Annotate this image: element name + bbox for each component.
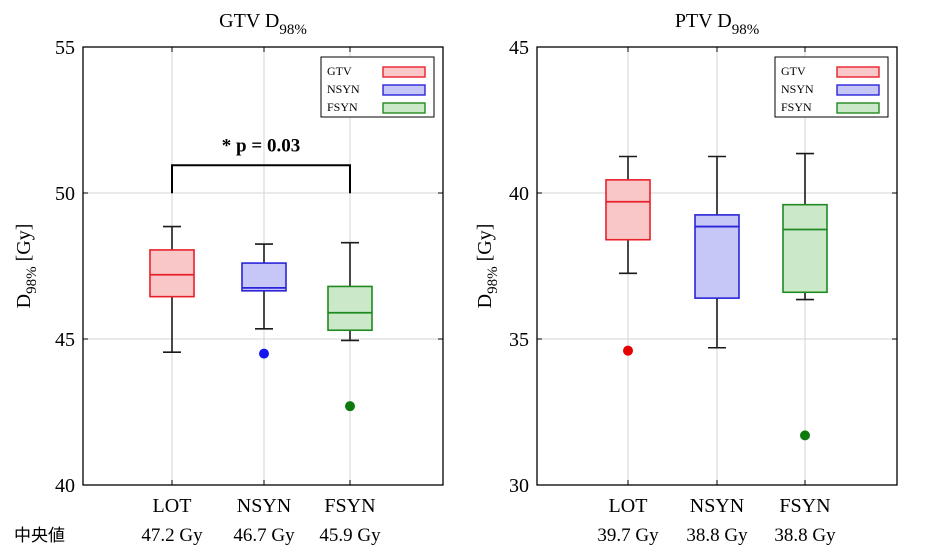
- legend-label: NSYN: [327, 82, 360, 96]
- legend-swatch: [836, 102, 880, 114]
- significance-bracket: [171, 164, 351, 194]
- y-tick-label: 55: [55, 37, 75, 59]
- legend-swatch: [382, 84, 426, 96]
- box-fsyn: [327, 285, 373, 332]
- box-fsyn: [782, 203, 828, 294]
- outlier-point: [623, 345, 633, 356]
- outlier-point: [345, 401, 355, 412]
- legend-label: GTV: [327, 64, 352, 78]
- legend-swatch: [836, 66, 880, 78]
- chart-panel-1: 30 35 40 45 LOT NSYN FSYN PTV D98% D98% [Gy] GTV N…: [474, 10, 898, 546]
- y-tick-label: 45: [55, 329, 75, 351]
- chart-panel-0: 40 45 50 55 LOT NSYN FSYN GTV D98% D98% [Gy] GTV N…: [13, 10, 444, 546]
- median-value-label: 45.9 Gy: [319, 525, 381, 546]
- y-tick-label: 30: [509, 475, 529, 497]
- legend-label: GTV: [781, 64, 806, 78]
- outlier-point: [800, 430, 810, 441]
- median-row-label: 中央値: [14, 526, 65, 546]
- box-lot: [149, 249, 195, 298]
- legend-label: FSYN: [781, 100, 812, 114]
- legend-swatch: [836, 84, 880, 96]
- median-value-label: 39.7 Gy: [597, 525, 659, 546]
- outlier-point: [259, 348, 269, 359]
- axes-frame: [82, 46, 444, 486]
- y-axis-label: D98% [Gy]: [13, 224, 40, 309]
- median-value-label: 46.7 Gy: [233, 525, 295, 546]
- legend-swatch: [382, 66, 426, 78]
- box-nsyn: [694, 214, 740, 299]
- median-value-label: 38.8 Gy: [686, 525, 748, 546]
- legend-swatch: [382, 102, 426, 114]
- x-tick-label: NSYN: [237, 495, 291, 517]
- median-value-label: 38.8 Gy: [774, 525, 836, 546]
- y-tick-label: 45: [509, 37, 529, 59]
- y-axis-label: D98% [Gy]: [474, 224, 501, 309]
- legend-label: FSYN: [327, 100, 358, 114]
- y-tick-label: 40: [55, 475, 75, 497]
- y-tick-label: 50: [55, 183, 75, 205]
- x-tick-label: FSYN: [779, 495, 830, 517]
- x-tick-label: NSYN: [690, 495, 744, 517]
- significance-label: * p = 0.03: [222, 135, 300, 156]
- y-tick-label: 35: [509, 329, 529, 351]
- y-tick-label: 40: [509, 183, 529, 205]
- box-lot: [605, 179, 651, 241]
- median-value-label: 47.2 Gy: [141, 525, 203, 546]
- legend-label: NSYN: [781, 82, 814, 96]
- x-tick-label: LOT: [609, 495, 648, 517]
- x-tick-label: LOT: [153, 495, 192, 517]
- chart-title: PTV D98%: [675, 10, 759, 38]
- x-tick-label: FSYN: [324, 495, 375, 517]
- chart-title: GTV D98%: [219, 10, 307, 38]
- box-nsyn: [241, 262, 287, 292]
